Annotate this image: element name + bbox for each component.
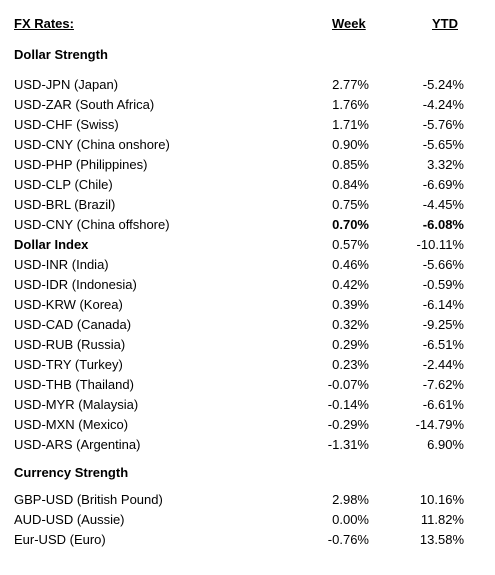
week-value: 0.90% (332, 137, 369, 152)
ytd-value: -6.08% (422, 217, 464, 232)
table-row: USD-IDR (Indonesia) 0.42% -0.59% (0, 275, 495, 295)
week-value: 0.39% (332, 297, 369, 312)
table-row: USD-MXN (Mexico) -0.29% -14.79% (0, 415, 495, 435)
row-label: USD-BRL (Brazil) (14, 197, 116, 212)
ytd-value: -2.44% (422, 357, 464, 372)
row-label: USD-TRY (Turkey) (14, 357, 123, 372)
table-row: USD-CLP (Chile) 0.84% -6.69% (0, 175, 495, 195)
week-value: 0.70% (332, 217, 369, 232)
ytd-value: -0.59% (422, 277, 464, 292)
week-value: 0.42% (332, 277, 369, 292)
ytd-value: 11.82% (420, 512, 464, 527)
row-label: USD-ZAR (South Africa) (14, 97, 155, 112)
table-row: Dollar Index 0.57% -10.11% (0, 235, 495, 255)
week-value: -0.76% (327, 532, 369, 547)
week-value: 0.57% (332, 237, 369, 252)
row-label: USD-INR (India) (14, 257, 109, 272)
ytd-value: -9.25% (422, 317, 464, 332)
row-label: USD-PHP (Philippines) (14, 157, 148, 172)
ytd-value: -4.24% (422, 97, 464, 112)
row-label: Eur-USD (Euro) (14, 532, 106, 547)
row-label: USD-MYR (Malaysia) (14, 397, 139, 412)
row-label: USD-ARS (Argentina) (14, 437, 141, 452)
row-label: USD-CLP (Chile) (14, 177, 113, 192)
row-label: AUD-USD (Aussie) (14, 512, 125, 527)
week-value: 0.23% (332, 357, 369, 372)
week-value: -1.31% (327, 437, 369, 452)
ytd-value: -14.79% (415, 417, 464, 432)
row-label: USD-CAD (Canada) (14, 317, 132, 332)
ytd-value: -6.69% (422, 177, 464, 192)
ytd-column-header: YTD (432, 16, 458, 31)
week-value: -0.14% (327, 397, 369, 412)
row-label: GBP-USD (British Pound) (14, 492, 163, 507)
row-label: USD-MXN (Mexico) (14, 417, 129, 432)
table-row: USD-JPN (Japan) 2.77% -5.24% (0, 75, 495, 95)
ytd-value: -6.14% (422, 297, 464, 312)
week-value: 0.29% (332, 337, 369, 352)
table-row: USD-MYR (Malaysia) -0.14% -6.61% (0, 395, 495, 415)
table-row: Eur-USD (Euro) -0.76% 13.58% (0, 530, 495, 550)
week-value: -0.29% (327, 417, 369, 432)
row-label: USD-CHF (Swiss) (14, 117, 119, 132)
week-value: 1.76% (332, 97, 369, 112)
row-label: USD-THB (Thailand) (14, 377, 134, 392)
ytd-value: -5.65% (422, 137, 464, 152)
table-row: AUD-USD (Aussie) 0.00% 11.82% (0, 510, 495, 530)
table-row: GBP-USD (British Pound) 2.98% 10.16% (0, 490, 495, 510)
row-label: USD-CNY (China offshore) (14, 217, 170, 232)
week-column-header: Week (332, 16, 366, 31)
table-row: USD-ZAR (South Africa) 1.76% -4.24% (0, 95, 495, 115)
ytd-value: -6.51% (422, 337, 464, 352)
ytd-value: -4.45% (422, 197, 464, 212)
ytd-value: -6.61% (422, 397, 464, 412)
week-value: 0.85% (332, 157, 369, 172)
week-value: 2.77% (332, 77, 369, 92)
ytd-value: 10.16% (419, 492, 464, 507)
ytd-value: 3.32% (427, 157, 464, 172)
week-value: 0.46% (332, 257, 369, 272)
table-row: USD-CNY (China onshore) 0.90% -5.65% (0, 135, 495, 155)
week-value: 0.32% (332, 317, 369, 332)
week-value: 0.75% (332, 197, 369, 212)
ytd-value: -10.11% (416, 237, 464, 252)
ytd-value: 13.58% (419, 532, 464, 547)
table-row: USD-THB (Thailand) -0.07% -7.62% (0, 375, 495, 395)
week-value: 0.84% (332, 177, 369, 192)
row-label: USD-IDR (Indonesia) (14, 277, 137, 292)
dollar-strength-heading: Dollar Strength (14, 47, 108, 62)
table-row: USD-CHF (Swiss) 1.71% -5.76% (0, 115, 495, 135)
table-row: USD-ARS (Argentina) -1.31% 6.90% (0, 435, 495, 455)
table-row: USD-BRL (Brazil) 0.75% -4.45% (0, 195, 495, 215)
currency-strength-heading: Currency Strength (14, 465, 129, 480)
table-row: USD-CAD (Canada) 0.32% -9.25% (0, 315, 495, 335)
row-label: USD-RUB (Russia) (14, 337, 126, 352)
row-label: USD-KRW (Korea) (14, 297, 123, 312)
ytd-value: -5.24% (422, 77, 464, 92)
ytd-value: -5.76% (422, 117, 464, 132)
week-value: 1.71% (332, 117, 369, 132)
table-row: USD-CNY (China offshore) 0.70% -6.08% (0, 215, 495, 235)
ytd-value: -7.62% (422, 377, 464, 392)
ytd-value: -5.66% (422, 257, 464, 272)
ytd-value: 6.90% (427, 437, 464, 452)
week-value: 2.98% (332, 492, 369, 507)
table-row: USD-PHP (Philippines) 0.85% 3.32% (0, 155, 495, 175)
table-row: USD-TRY (Turkey) 0.23% -2.44% (0, 355, 495, 375)
week-value: -0.07% (327, 377, 369, 392)
week-value: 0.00% (332, 512, 369, 527)
row-label: USD-CNY (China onshore) (14, 137, 170, 152)
table-row: USD-INR (India) 0.46% -5.66% (0, 255, 495, 275)
row-label: Dollar Index (14, 237, 89, 252)
table-row: USD-RUB (Russia) 0.29% -6.51% (0, 335, 495, 355)
table-title: FX Rates: (14, 16, 74, 31)
row-label: USD-JPN (Japan) (14, 77, 119, 92)
table-row: USD-KRW (Korea) 0.39% -6.14% (0, 295, 495, 315)
